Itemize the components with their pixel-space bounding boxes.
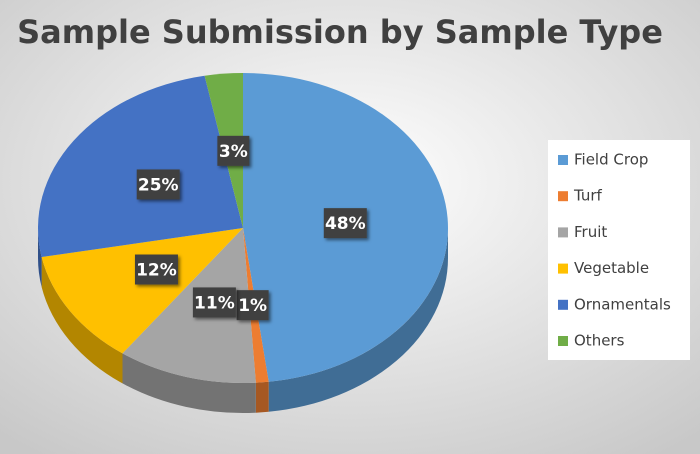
legend-swatch: [558, 263, 568, 274]
slice-side: [38, 228, 42, 288]
slice-side: [41, 257, 123, 384]
legend-label: Turf: [573, 187, 603, 205]
data-label: 25%: [138, 175, 179, 195]
data-label-group: 25%: [136, 169, 180, 200]
data-label-box: [192, 287, 236, 318]
slice-side: [255, 381, 269, 413]
chart-title: Sample Submission by Sample Type: [17, 13, 663, 51]
data-label-group: 12%: [134, 254, 178, 285]
slice: [37, 75, 243, 258]
legend-swatch: [558, 191, 568, 202]
legend-box: [548, 140, 690, 360]
data-label-group: 11%: [192, 287, 236, 318]
slice-side: [268, 228, 448, 412]
data-label-group: 48%: [323, 208, 367, 239]
legend-swatch: [558, 227, 568, 238]
legend-label: Vegetable: [574, 259, 649, 277]
legend-swatch: [558, 336, 568, 346]
slice: [122, 228, 256, 384]
data-label-group: 1%: [236, 290, 269, 321]
legend-label: Fruit: [574, 223, 607, 241]
data-label-box: [136, 169, 180, 200]
legend-label: Field Crop: [574, 151, 648, 169]
data-label: 3%: [219, 142, 248, 162]
legend-swatch: [558, 155, 568, 165]
data-label-box: [236, 290, 269, 321]
data-label: 48%: [325, 214, 366, 234]
data-label-box: [323, 208, 367, 239]
legend-swatch: [558, 299, 568, 310]
slice: [41, 228, 243, 354]
slice-side: [122, 353, 256, 413]
data-label-group: 3%: [217, 135, 250, 166]
data-label-box: [134, 254, 178, 285]
legend-label: Others: [574, 332, 625, 350]
data-label: 1%: [238, 296, 267, 316]
legend-label: Ornamentals: [574, 295, 671, 313]
data-label: 11%: [194, 293, 235, 313]
data-label: 12%: [136, 261, 177, 281]
data-label-box: [217, 135, 250, 166]
